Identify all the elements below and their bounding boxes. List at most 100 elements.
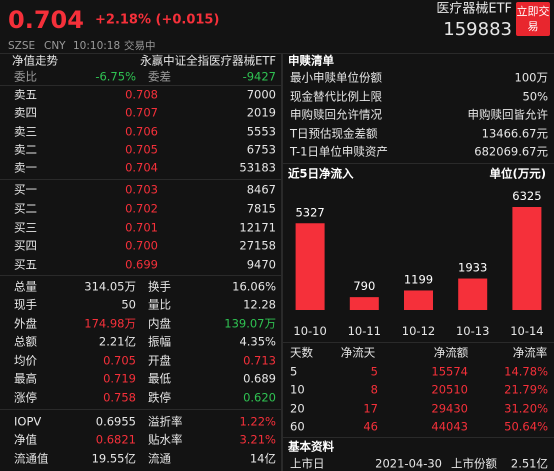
bar xyxy=(295,223,325,310)
stat-label: 振幅 xyxy=(148,334,171,349)
bar xyxy=(458,278,488,310)
stat-value: 0.689 xyxy=(243,371,276,386)
table-cell: 29430 xyxy=(431,401,468,416)
order-price: 0.708 xyxy=(125,87,158,102)
order-volume: 8467 xyxy=(246,182,276,197)
stat-label: 内盘 xyxy=(148,316,171,331)
trade-button[interactable]: 立即交易 xyxy=(516,2,550,36)
stat-value: 174.98万 xyxy=(84,316,136,331)
order-level: 买二 xyxy=(14,201,37,216)
stat-label: 溢折率 xyxy=(148,414,183,429)
section-title: 申赎清单 xyxy=(288,53,334,68)
x-tick-label: 10-14 xyxy=(510,324,543,338)
stat-value: 0.6955 xyxy=(95,414,136,429)
stat-label: 换手 xyxy=(148,279,171,294)
table-cell: 8 xyxy=(370,382,378,397)
table-cell: 5 xyxy=(370,364,378,379)
quote-cell: -6.75% xyxy=(95,69,136,84)
bar-label: 790 xyxy=(353,279,375,293)
stat-value: 0.719 xyxy=(103,371,136,386)
stat-value: 0.758 xyxy=(103,390,136,405)
order-level: 卖五 xyxy=(14,87,37,102)
divider xyxy=(0,179,281,180)
order-volume: 9470 xyxy=(246,257,276,272)
divider xyxy=(281,53,283,471)
stat-label: 最高 xyxy=(14,371,37,386)
order-level: 卖二 xyxy=(14,142,37,157)
order-volume: 7815 xyxy=(246,201,276,216)
order-volume: 53183 xyxy=(239,160,276,175)
order-level: 买五 xyxy=(14,257,37,272)
stat-value: 16.06% xyxy=(232,279,276,294)
order-price: 0.700 xyxy=(125,238,158,253)
order-price: 0.702 xyxy=(125,201,158,216)
stat-value: 2.21亿 xyxy=(98,334,136,349)
redemption-label: T-1日单位申赎资产 xyxy=(290,144,388,159)
bar xyxy=(512,207,542,310)
table-cell: 10 xyxy=(290,382,305,397)
chart-title: 近5日净流入 xyxy=(288,166,354,181)
bar xyxy=(349,297,379,310)
order-price: 0.699 xyxy=(125,257,158,272)
divider xyxy=(283,342,554,343)
divider xyxy=(0,275,281,276)
table-cell: 14.78% xyxy=(504,364,548,379)
table-header: 净流天 xyxy=(340,345,376,360)
order-price: 0.701 xyxy=(125,220,158,235)
stat-value: 50 xyxy=(121,297,136,312)
stat-value: 3.21% xyxy=(239,432,276,447)
order-price: 0.703 xyxy=(125,182,158,197)
bar-label: 1933 xyxy=(458,261,487,275)
stat-label: 最低 xyxy=(148,371,171,386)
stat-label: 流通值 xyxy=(14,451,49,466)
order-level: 买一 xyxy=(14,182,37,197)
stat-label: 量比 xyxy=(148,297,171,312)
stat-value: 0.620 xyxy=(243,390,276,405)
order-level: 卖三 xyxy=(14,124,37,139)
redemption-value: 50% xyxy=(522,89,548,104)
chart-unit: 单位(万元) xyxy=(489,166,546,181)
stat-label: 跌停 xyxy=(148,390,171,405)
stat-value: 0.6821 xyxy=(95,432,136,447)
bar-label: 1199 xyxy=(404,272,433,286)
basic-cell: 2.51亿 xyxy=(510,456,548,471)
table-cell: 46 xyxy=(363,419,378,434)
order-volume: 12171 xyxy=(239,220,276,235)
table-cell: 31.20% xyxy=(504,401,548,416)
x-tick-label: 10-12 xyxy=(402,324,435,338)
stat-label: 均价 xyxy=(14,353,37,368)
stat-value: 314.05万 xyxy=(84,279,136,294)
bar xyxy=(404,290,433,310)
table-cell: 21.79% xyxy=(504,382,548,397)
section-title: 净值走势 xyxy=(12,53,58,68)
order-volume: 6753 xyxy=(246,142,276,157)
order-price: 0.704 xyxy=(125,160,158,175)
divider xyxy=(283,163,554,164)
table-cell: 20510 xyxy=(431,382,468,397)
order-volume: 2019 xyxy=(246,105,276,120)
price: 0.704 xyxy=(8,6,84,34)
basic-cell: 2021-04-30 xyxy=(375,456,442,471)
meta-info: 交易中 xyxy=(124,39,156,52)
fund-full-name: 永赢中证全指医疗器械ETF xyxy=(140,53,276,68)
table-cell: 17 xyxy=(363,401,378,416)
meta-info: CNY xyxy=(44,39,66,52)
fund-code: 159883 xyxy=(443,19,512,40)
stat-label: 涨停 xyxy=(14,390,37,405)
table-cell: 44043 xyxy=(431,419,468,434)
stat-value: 14亿 xyxy=(249,451,276,466)
stat-label: 净值 xyxy=(14,432,37,447)
order-price: 0.707 xyxy=(125,105,158,120)
redemption-value: 100万 xyxy=(514,70,548,85)
stat-label: 现手 xyxy=(14,297,37,312)
table-cell: 5 xyxy=(290,364,298,379)
divider xyxy=(283,437,554,438)
stat-value: 12.28 xyxy=(243,297,276,312)
order-price: 0.706 xyxy=(125,124,158,139)
stat-label: 流通 xyxy=(148,451,171,466)
divider xyxy=(0,85,281,86)
redemption-label: 最小申赎单位份额 xyxy=(290,70,382,85)
redemption-label: 现金替代比例上限 xyxy=(290,89,382,104)
x-tick-label: 10-10 xyxy=(293,324,326,338)
